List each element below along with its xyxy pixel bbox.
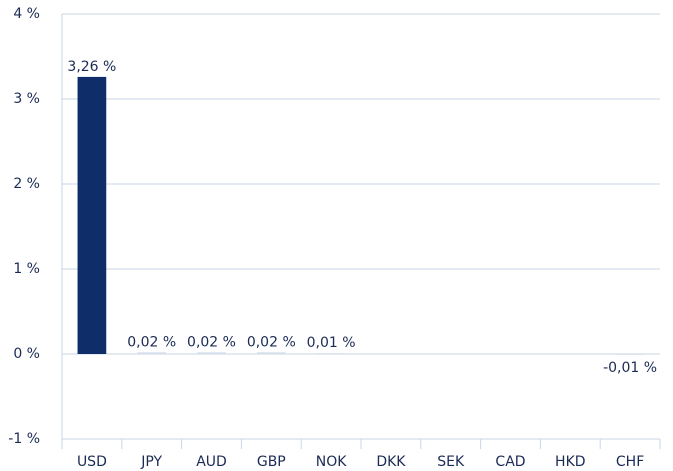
- x-tick-label: AUD: [196, 454, 227, 470]
- bar: [316, 353, 346, 354]
- bar: [197, 352, 226, 354]
- y-tick-label: 1 %: [13, 261, 40, 277]
- x-tick-label: HKD: [555, 454, 586, 470]
- bar: [137, 352, 167, 354]
- x-tick-label: USD: [77, 454, 107, 470]
- data-label: 0,02 %: [247, 334, 296, 350]
- y-tick-label: 3 %: [13, 91, 40, 107]
- y-tick-label: 4 %: [13, 6, 40, 22]
- data-label: 0,01 %: [307, 335, 356, 351]
- bar: [77, 76, 107, 355]
- bar: [256, 352, 286, 354]
- data-label: 0,02 %: [127, 334, 176, 350]
- data-label: 3,26 %: [67, 59, 116, 75]
- y-tick-label: 0 %: [13, 346, 40, 362]
- y-tick-label: 2 %: [13, 176, 40, 192]
- x-tick-label: NOK: [316, 454, 347, 470]
- data-label: 0,02 %: [187, 334, 236, 350]
- x-tick-label: GBP: [257, 454, 286, 470]
- x-tick-label: SEK: [437, 454, 465, 470]
- x-tick-label: CAD: [495, 454, 525, 470]
- x-tick-label: JPY: [140, 454, 162, 470]
- x-tick-label: CHF: [616, 454, 644, 470]
- bar: [615, 354, 645, 355]
- x-tick-label: DKK: [376, 454, 406, 470]
- data-label: -0,01 %: [603, 360, 657, 376]
- y-tick-label: -1 %: [8, 431, 40, 447]
